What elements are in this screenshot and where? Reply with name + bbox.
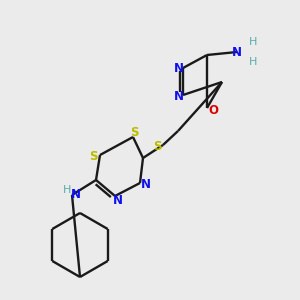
Text: N: N bbox=[174, 89, 184, 103]
Text: S: S bbox=[89, 149, 97, 163]
Text: H: H bbox=[63, 185, 71, 195]
Text: N: N bbox=[232, 46, 242, 59]
Text: H: H bbox=[249, 37, 257, 47]
Text: N: N bbox=[113, 194, 123, 206]
Text: N: N bbox=[174, 61, 184, 74]
Text: O: O bbox=[208, 103, 218, 116]
Text: H: H bbox=[249, 57, 257, 67]
Text: S: S bbox=[130, 125, 138, 139]
Text: N: N bbox=[71, 188, 81, 202]
Text: S: S bbox=[153, 140, 161, 152]
Text: N: N bbox=[141, 178, 151, 190]
